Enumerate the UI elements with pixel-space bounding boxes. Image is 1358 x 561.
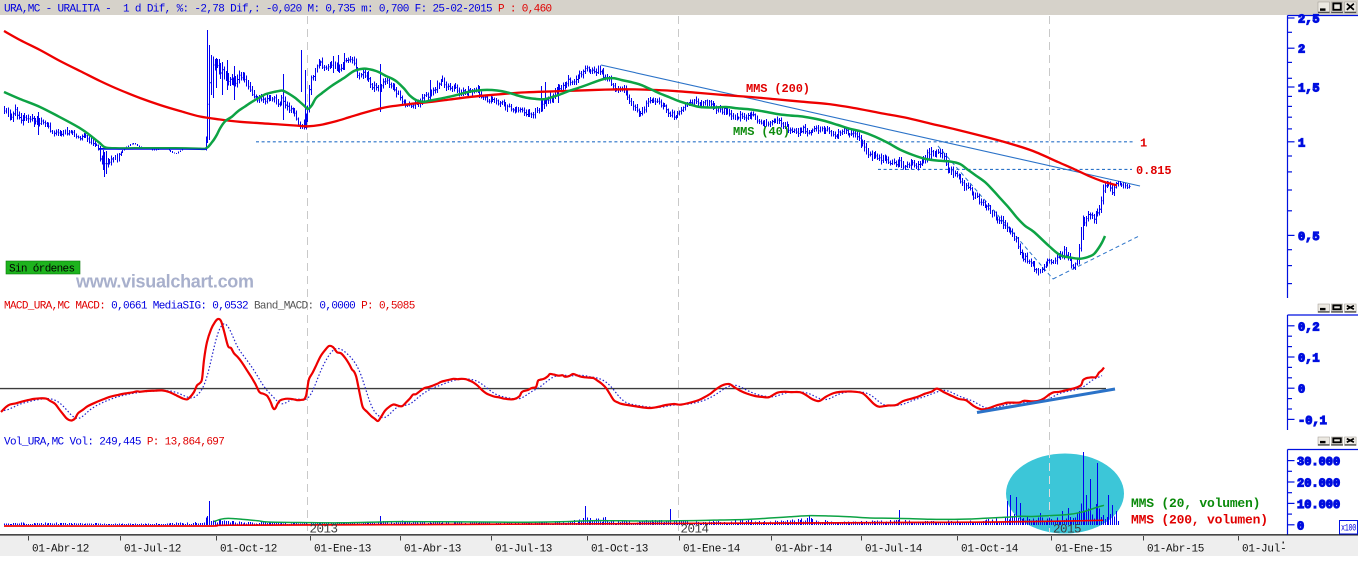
- svg-text:0.815: 0.815: [1136, 164, 1172, 178]
- svg-text:01-Oct-13: 01-Oct-13: [591, 544, 648, 556]
- svg-text:1,5: 1,5: [1298, 82, 1320, 96]
- svg-text:MACD_URA,MC MACD: 0,0661 Media: MACD_URA,MC MACD: 0,0661 MediaSIG: 0,053…: [4, 301, 415, 313]
- svg-text:x100: x100: [1341, 524, 1356, 535]
- svg-text:01-Jul-12: 01-Jul-12: [124, 544, 181, 556]
- svg-text:0,2: 0,2: [1298, 320, 1320, 334]
- svg-text:0: 0: [1298, 383, 1305, 397]
- svg-text:01-Oct-14: 01-Oct-14: [961, 544, 1019, 556]
- svg-text:20.000: 20.000: [1297, 477, 1340, 491]
- svg-text:10.000: 10.000: [1297, 498, 1340, 512]
- svg-text:MMS (40): MMS (40): [733, 125, 790, 139]
- svg-text:2: 2: [1298, 43, 1305, 57]
- svg-text:1: 1: [1140, 137, 1147, 151]
- svg-text:Vol_URA,MC Vol: 249,445 P: 13,: Vol_URA,MC Vol: 249,445 P: 13,864,697: [4, 437, 224, 449]
- svg-text:2015: 2015: [1053, 523, 1081, 537]
- svg-text:MMS (200, volumen): MMS (200, volumen): [1131, 513, 1268, 528]
- svg-text:2014: 2014: [681, 523, 709, 537]
- svg-text:2,5: 2,5: [1298, 13, 1320, 27]
- svg-text:01-Oct-12: 01-Oct-12: [220, 544, 277, 556]
- svg-text:01-Ene-14: 01-Ene-14: [683, 544, 741, 556]
- svg-text:MMS (20, volumen): MMS (20, volumen): [1131, 496, 1260, 511]
- svg-text:0,5: 0,5: [1298, 230, 1320, 244]
- svg-text:-0,1: -0,1: [1298, 414, 1327, 428]
- svg-text:01-Abr-12: 01-Abr-12: [32, 544, 89, 556]
- svg-text:URA,MC - URALITA - 1 d Dif, %: URA,MC - URALITA - 1 d Dif, %: -2,78 Dif…: [4, 4, 552, 16]
- svg-text:01-Jul-13: 01-Jul-13: [495, 544, 552, 556]
- svg-text:MMS (200): MMS (200): [746, 82, 810, 96]
- svg-text:0: 0: [1297, 519, 1304, 533]
- svg-text:01-Jul-14: 01-Jul-14: [865, 544, 923, 556]
- svg-text:www.visualchart.com: www.visualchart.com: [75, 272, 254, 292]
- svg-text:01-Abr-15: 01-Abr-15: [1147, 544, 1204, 556]
- svg-text:30.000: 30.000: [1297, 455, 1340, 469]
- svg-text:Sin órdenes: Sin órdenes: [9, 264, 75, 276]
- svg-text:1: 1: [1298, 136, 1305, 150]
- svg-text:01-Abr-13: 01-Abr-13: [404, 544, 461, 556]
- svg-text:0,1: 0,1: [1298, 352, 1320, 366]
- svg-text:01-Ene-13: 01-Ene-13: [314, 544, 371, 556]
- svg-text:2013: 2013: [310, 523, 338, 537]
- svg-text:01-Abr-14: 01-Abr-14: [775, 544, 833, 556]
- svg-text:01-Jul-: 01-Jul-: [1242, 544, 1286, 556]
- svg-text:01-Ene-15: 01-Ene-15: [1055, 544, 1112, 556]
